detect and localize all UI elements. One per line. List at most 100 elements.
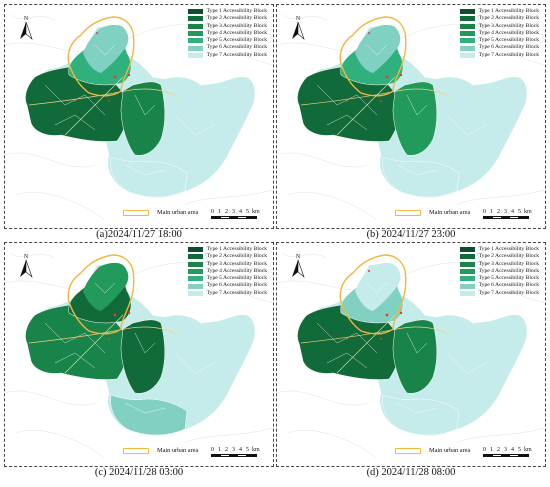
scale-bar: 0 1 2 3 4 5 km [211, 208, 271, 220]
legend-item: Type 7 Accessibility Block [459, 289, 539, 297]
legend-item: Type 5 Accessibility Block [459, 275, 539, 282]
main-urban-area-label: Main urban area [429, 447, 471, 454]
north-arrow-icon: N [20, 16, 33, 40]
scale-unit: km [524, 209, 532, 215]
scale-tick-label: 2 [225, 209, 228, 215]
legend-label: Type 1 Accessibility Block [478, 246, 539, 252]
legend-swatch [187, 261, 203, 267]
scale-bar: 0 1 2 3 4 5 km [211, 446, 271, 458]
main-urban-area-key: Main urban area [395, 447, 470, 454]
main-urban-area-outline [67, 16, 135, 97]
main-urban-area-label: Main urban area [157, 209, 199, 216]
legend-item: Type 3 Accessibility Block [187, 260, 267, 268]
main-urban-area-key: Main urban area [123, 209, 198, 216]
legend-item: Type 7 Accessibility Block [459, 51, 539, 59]
legend-label: Type 7 Accessibility Block [478, 289, 539, 296]
legend-label: Type 1 Accessibility Block [478, 8, 539, 14]
scale-unit: km [252, 447, 260, 453]
legend-label: Type 7 Accessibility Block [206, 289, 267, 296]
main-urban-area-label: Main urban area [429, 209, 471, 216]
scale-tick-label: 1 [218, 209, 221, 215]
scale-tick-label: 1 [218, 447, 221, 453]
legend-swatch [459, 254, 475, 260]
main-urban-area-key: Main urban area [123, 447, 198, 454]
legend-item: Type 2 Accessibility Block [459, 253, 539, 260]
scale-tick-label: 1 [490, 209, 493, 215]
main-urban-area-swatch [123, 209, 149, 216]
north-label: N [296, 16, 301, 22]
legend-label: Type 6 Accessibility Block [478, 44, 539, 51]
legend-item: Type 4 Accessibility Block [187, 267, 267, 275]
legend-swatch [459, 23, 475, 29]
map-canvas [277, 252, 545, 459]
legend-swatch [187, 276, 203, 282]
scale-tick-label: 2 [497, 209, 500, 215]
legend-item: Type 1 Accessibility Block [187, 246, 267, 253]
north-arrow-icon: N [292, 254, 305, 278]
legend-item: Type 3 Accessibility Block [459, 260, 539, 268]
legend-label: Type 3 Accessibility Block [478, 260, 539, 267]
scale-tick-label: 3 [232, 447, 235, 453]
legend-swatch [459, 9, 475, 15]
legend-label: Type 6 Accessibility Block [478, 282, 539, 289]
legend-item: Type 2 Accessibility Block [187, 253, 267, 260]
legend-item: Type 7 Accessibility Block [187, 52, 267, 59]
legend: Type 1 Accessibility Block Type 2 Accessi… [187, 246, 267, 297]
legend-label: Type 6 Accessibility Block [206, 44, 267, 51]
legend-label: Type 1 Accessibility Block [206, 8, 267, 14]
scale-tick-label: 4 [239, 447, 242, 453]
scale-tick-label: 2 [225, 447, 228, 453]
legend-label: Type 1 Accessibility Block [206, 246, 267, 252]
legend: Type 1 Accessibility Block Type 2 Accessi… [187, 8, 267, 59]
legend-swatch [187, 23, 203, 29]
legend-label: Type 7 Accessibility Block [478, 51, 539, 58]
legend-label: Type 6 Accessibility Block [206, 282, 267, 289]
legend: Type 1 Accessibility Block Type 2 Accessi… [459, 246, 539, 297]
legend-item: Type 1 Accessibility Block [187, 8, 267, 15]
legend-swatch [459, 38, 475, 44]
scale-tick-label: 0 [483, 447, 486, 453]
north-label: N [24, 254, 29, 260]
scale-tick-label: 5 [246, 447, 249, 453]
legend-label: Type 2 Accessibility Block [478, 15, 539, 22]
legend-item: Type 1 Accessibility Block [459, 8, 539, 15]
north-arrow-icon: N [20, 254, 33, 278]
legend-label: Type 5 Accessibility Block [478, 37, 539, 44]
legend-label: Type 3 Accessibility Block [206, 22, 267, 29]
panel-caption-c: (c) 2024/11/28 03:00 [94, 467, 184, 478]
legend-item: Type 4 Accessibility Block [187, 29, 267, 37]
main-urban-area-label: Main urban area [157, 447, 199, 454]
legend-swatch [187, 247, 203, 253]
legend-item: Type 1 Accessibility Block [459, 246, 539, 253]
legend-item: Type 3 Accessibility Block [459, 23, 539, 30]
legend-label: Type 4 Accessibility Block [206, 29, 267, 36]
legend-swatch [187, 269, 203, 275]
legend-label: Type 5 Accessibility Block [478, 275, 539, 282]
map-canvas [277, 14, 545, 221]
legend-swatch [459, 283, 475, 289]
legend-label: Type 2 Accessibility Block [206, 15, 267, 22]
legend-swatch [187, 52, 203, 58]
scale-unit: km [252, 209, 260, 215]
map-canvas [5, 252, 273, 459]
legend-swatch [459, 31, 475, 37]
legend-item: Type 2 Accessibility Block [187, 15, 267, 22]
legend-swatch [187, 290, 203, 296]
legend-swatch [459, 45, 475, 51]
scale-bar: 0 1 2 3 4 5 km [483, 446, 543, 458]
panel-caption-d: (d) 2024/11/28 08:00 [366, 467, 456, 478]
legend-swatch [187, 45, 203, 51]
map-panel-b: N Type 1 Accessibility Block Type 2 Access… [276, 4, 546, 229]
legend-swatch [459, 16, 475, 22]
legend-label: Type 4 Accessibility Block [206, 267, 267, 274]
facility-markers [74, 270, 131, 340]
legend-label: Type 3 Accessibility Block [206, 260, 267, 267]
facility-markers [346, 270, 403, 340]
north-label: N [24, 16, 29, 22]
north-label: N [296, 254, 301, 260]
scale-tick-label: 4 [511, 209, 514, 215]
main-urban-area-swatch [395, 209, 421, 216]
scale-tick-label: 5 [518, 447, 521, 453]
north-arrow-icon: N [292, 16, 305, 40]
scale-tick-label: 3 [232, 209, 235, 215]
